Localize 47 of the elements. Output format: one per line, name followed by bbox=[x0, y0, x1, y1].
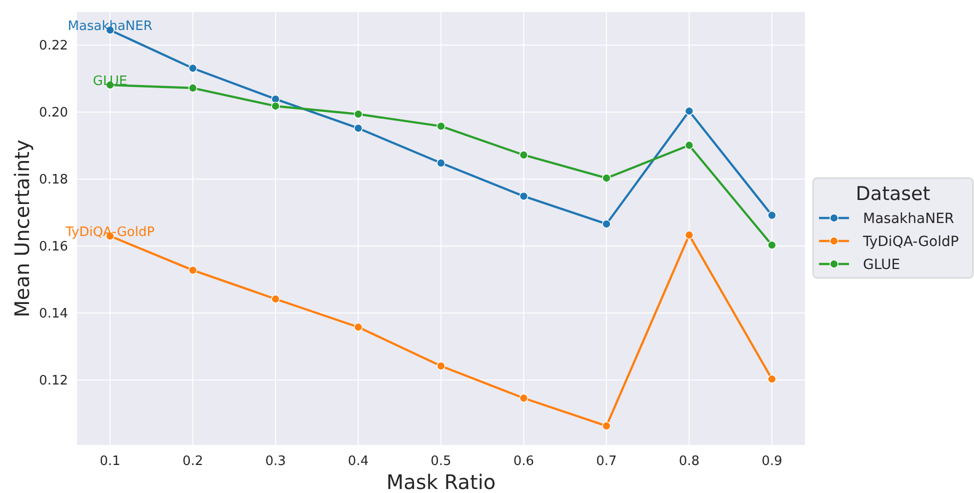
legend-label: GLUE bbox=[863, 256, 900, 273]
point bbox=[768, 240, 776, 250]
point bbox=[602, 220, 611, 228]
x-tick-label: 0.4 bbox=[348, 454, 369, 469]
x-tick-label: 0.8 bbox=[678, 454, 700, 469]
point bbox=[271, 102, 280, 110]
y-tick-label: 0.14 bbox=[39, 306, 68, 322]
point bbox=[602, 174, 611, 182]
point bbox=[188, 64, 198, 73]
y-tick-label: 0.12 bbox=[39, 374, 68, 389]
point bbox=[354, 124, 363, 133]
x-tick-label: 0.9 bbox=[762, 454, 782, 469]
point bbox=[519, 394, 528, 403]
point bbox=[684, 140, 694, 150]
x-tick-label: 0.7 bbox=[596, 454, 617, 469]
point bbox=[768, 374, 776, 384]
point bbox=[684, 106, 694, 116]
y-tick-label: 0.18 bbox=[39, 172, 68, 188]
point bbox=[188, 84, 198, 92]
x-tick-label: 0.1 bbox=[100, 454, 120, 469]
x-tick-label: 0.2 bbox=[182, 454, 204, 469]
x-tick-label: 0.3 bbox=[265, 454, 286, 469]
y-tick-label: 0.22 bbox=[39, 38, 68, 54]
legend-label: MasakhaNER bbox=[863, 210, 954, 227]
text: TyDiQA-GoldP bbox=[66, 225, 155, 240]
text: MasakhaNER bbox=[68, 19, 152, 34]
point bbox=[684, 230, 694, 240]
point bbox=[519, 192, 528, 201]
y-tick-label: 0.16 bbox=[39, 240, 68, 255]
point bbox=[354, 110, 363, 119]
point bbox=[271, 294, 280, 304]
point bbox=[271, 94, 280, 104]
point bbox=[436, 362, 446, 370]
x-tick-label: 0.5 bbox=[430, 454, 452, 469]
x-axis-title: Mask Ratio bbox=[386, 470, 496, 493]
point bbox=[768, 210, 776, 220]
legend-title: Dataset bbox=[856, 183, 930, 205]
legend-label: TyDiQA-GoldP bbox=[862, 234, 959, 250]
x-tick-label: 0.6 bbox=[513, 454, 534, 469]
point bbox=[519, 150, 528, 160]
point bbox=[354, 322, 363, 332]
point bbox=[436, 158, 446, 168]
y-axis-title: Mean Uncertainty bbox=[10, 139, 34, 318]
y-tick-label: 0.20 bbox=[39, 106, 68, 121]
point bbox=[436, 122, 446, 131]
point bbox=[188, 266, 198, 275]
point bbox=[602, 422, 611, 430]
